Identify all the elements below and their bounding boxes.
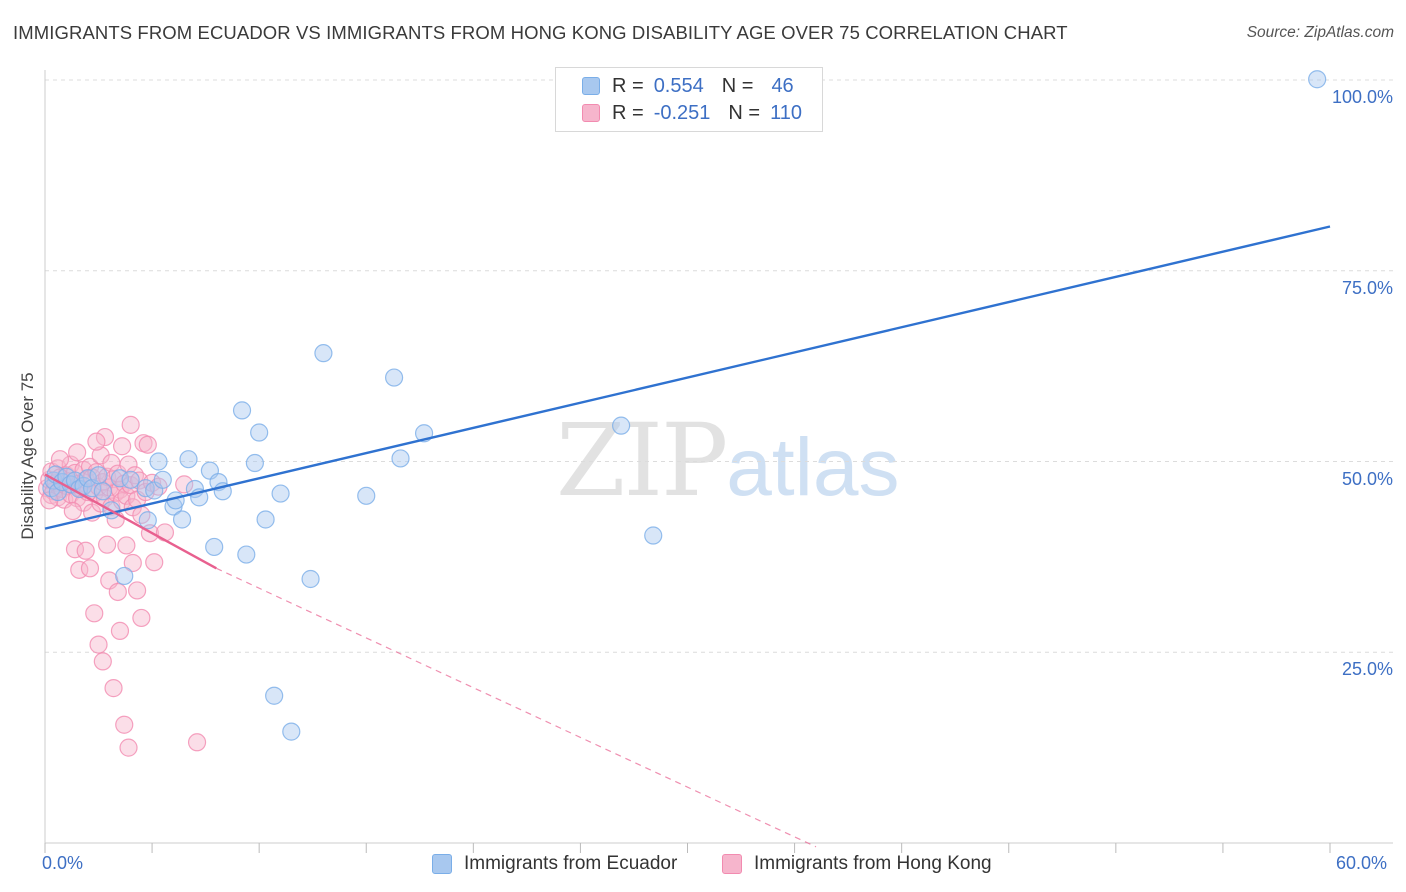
legend: R = 0.554 N = 46 R = -0.251 N = 110 [555, 67, 823, 132]
bottom-legend-swatch-ecuador [432, 854, 452, 874]
point-ecuador [237, 545, 256, 564]
point-ecuador [205, 537, 224, 557]
point-ecuador [256, 510, 275, 529]
point-hong-kong [127, 581, 147, 600]
point-hong-kong [119, 738, 138, 757]
point-hong-kong [87, 432, 106, 451]
legend-n-value: 110 [770, 101, 802, 124]
point-hong-kong [76, 541, 95, 560]
legend-r-label: R = [612, 74, 644, 97]
point-ecuador [301, 569, 320, 589]
bottom-legend-label-hong-kong: Immigrants from Hong Kong [754, 853, 992, 874]
point-hong-kong [138, 435, 157, 454]
x-tick-label-max: 60.0% [1336, 853, 1388, 873]
y-tick-label-100: 100.0% [1331, 87, 1393, 107]
point-hong-kong [110, 621, 130, 640]
point-ecuador [245, 453, 264, 473]
source-credit: Source: ZipAtlas.com [1246, 24, 1394, 41]
point-ecuador [1308, 70, 1327, 89]
point-ecuador [250, 423, 269, 442]
bottom-legend-ecuador: Immigrants from Ecuador [432, 851, 677, 877]
watermark-zip: ZIP [556, 402, 728, 519]
point-hong-kong [98, 535, 117, 554]
point-ecuador [179, 450, 198, 469]
point-hong-kong [132, 608, 151, 628]
point-ecuador [121, 470, 140, 489]
point-hong-kong [108, 582, 127, 602]
point-hong-kong [175, 475, 194, 494]
trend-line-hong-kong-extended [216, 567, 817, 848]
point-ecuador [138, 511, 157, 530]
point-hong-kong [50, 450, 70, 469]
legend-r-value: 0.554 [653, 74, 704, 97]
point-hong-kong [93, 652, 112, 671]
point-hong-kong [117, 536, 136, 555]
legend-n-label: N = [721, 74, 754, 97]
point-ecuador [153, 470, 172, 489]
point-ecuador [265, 686, 284, 705]
point-hong-kong [63, 501, 82, 521]
y-axis-label: Disability Age Over 75 [18, 372, 37, 540]
point-hong-kong [80, 559, 100, 578]
point-ecuador [78, 469, 97, 488]
bottom-legend-hong-kong: Immigrants from Hong Kong [722, 851, 992, 877]
y-tick-label-25: 25.0% [1341, 659, 1393, 680]
point-hong-kong [95, 427, 115, 447]
point-ecuador [384, 368, 404, 387]
point-ecuador [391, 449, 410, 468]
point-hong-kong [115, 715, 134, 734]
point-hong-kong [121, 415, 140, 434]
chart-title: IMMIGRANTS FROM ECUADOR VS IMMIGRANTS FR… [13, 22, 1068, 43]
point-ecuador [644, 526, 663, 545]
point-ecuador [314, 344, 333, 363]
point-ecuador [115, 566, 134, 586]
point-hong-kong [145, 553, 164, 572]
point-hong-kong [123, 553, 142, 573]
point-hong-kong [104, 679, 123, 698]
point-hong-kong [89, 635, 108, 654]
legend-swatch-hong-kong [582, 104, 600, 122]
point-hong-kong [85, 604, 104, 623]
point-hong-kong [187, 733, 207, 752]
legend-row-hong-kong: R = -0.251 N = 110 [582, 100, 802, 126]
trend-line-hong-kong [44, 473, 217, 570]
legend-row-ecuador: R = 0.554 N = 46 [582, 73, 794, 99]
bottom-legend-label-ecuador: Immigrants from Ecuador [464, 853, 678, 874]
watermark: ZIPatlas [556, 402, 900, 519]
point-ecuador [149, 452, 168, 471]
point-ecuador [357, 486, 376, 505]
legend-swatch-ecuador [582, 77, 600, 95]
point-ecuador [89, 466, 108, 485]
legend-r-label: R = [612, 101, 644, 124]
watermark-atlas: atlas [726, 422, 900, 513]
point-hong-kong [112, 437, 132, 456]
point-hong-kong [155, 523, 175, 542]
y-tick-label-50: 50.0% [1341, 468, 1393, 489]
legend-r-value: -0.251 [653, 101, 711, 124]
point-ecuador [282, 722, 301, 741]
point-hong-kong [119, 455, 138, 474]
trend-line-ecuador [44, 225, 1331, 530]
legend-n-value: 46 [771, 74, 794, 97]
point-hong-kong [68, 443, 87, 462]
point-ecuador [271, 484, 290, 503]
y-tick-label-75: 75.0% [1341, 277, 1393, 298]
point-ecuador [93, 482, 112, 501]
bottom-legend-swatch-hong-kong [722, 854, 742, 874]
x-tick-label-min: 0.0% [42, 853, 84, 873]
point-ecuador [172, 510, 192, 529]
point-ecuador [612, 416, 631, 435]
point-ecuador [232, 401, 252, 420]
legend-n-label: N = [728, 101, 761, 124]
